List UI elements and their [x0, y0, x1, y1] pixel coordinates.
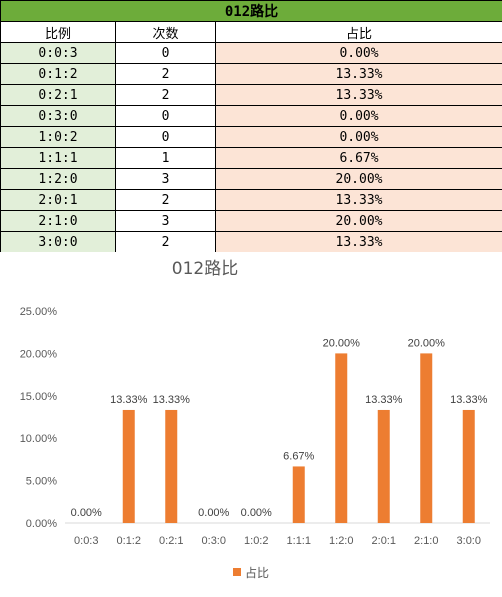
data-label: 13.33% [365, 394, 403, 406]
chart-title: 012路比 [172, 259, 238, 279]
cell-percent: 13.33% [214, 189, 502, 211]
bars [122, 353, 475, 523]
cell-percent: 13.33% [214, 84, 502, 106]
x-tick-label: 2:1:0 [414, 535, 438, 547]
data-label: 0.00% [198, 507, 229, 519]
y-tick-label: 25.00% [20, 306, 58, 318]
table-row: 1:0:2 0 0.00% [0, 126, 502, 148]
x-tick-label: 0:1:2 [117, 535, 141, 547]
y-tick-label: 5.00% [26, 476, 57, 488]
cell-ratio: 0:1:2 [0, 63, 116, 85]
bar [292, 466, 305, 523]
bar [420, 353, 433, 523]
cell-count: 0 [115, 42, 216, 64]
data-label: 0.00% [71, 507, 102, 519]
data-table: 012路比 比例 次数 占比 0:0:3 0 0.00% 0:1:2 2 13.33% 0:… [0, 0, 502, 253]
table-row: 0:3:0 0 0.00% [0, 105, 502, 127]
y-tick-label: 15.00% [20, 391, 58, 403]
header-percent: 占比 [214, 21, 502, 43]
bar [462, 409, 475, 523]
cell-ratio: 1:1:1 [0, 147, 116, 169]
data-label: 13.33% [450, 394, 488, 406]
cell-ratio: 2:0:1 [0, 189, 116, 211]
bar [335, 353, 348, 523]
x-tick-label: 0:0:3 [74, 535, 98, 547]
x-tick-label: 1:2:0 [329, 535, 353, 547]
cell-ratio: 2:1:0 [0, 210, 116, 232]
cell-ratio: 1:0:2 [0, 126, 116, 148]
cell-percent: 0.00% [214, 126, 502, 148]
bar [377, 409, 390, 523]
cell-count: 3 [115, 168, 216, 190]
cell-ratio: 0:0:3 [0, 42, 116, 64]
y-tick-label: 20.00% [20, 348, 58, 360]
bar-chart: 012路比 0.00% 5.00% 10.00% 15.00% 20.00% 25.00%… [0, 252, 502, 597]
data-label: 6.67% [283, 450, 314, 462]
data-label: 13.33% [153, 394, 191, 406]
cell-count: 2 [115, 63, 216, 85]
data-labels: 0.00% 13.33% 13.33% 0.00% 0.00% 6.67% 20.00% 13… [71, 337, 488, 519]
table-row: 0:2:1 2 13.33% [0, 84, 502, 106]
table-row: 2:1:0 3 20.00% [0, 210, 502, 232]
cell-percent: 13.33% [214, 63, 502, 85]
cell-count: 2 [115, 231, 216, 253]
cell-percent: 0.00% [214, 105, 502, 127]
data-label: 20.00% [408, 337, 446, 349]
bar [122, 409, 135, 523]
cell-percent: 20.00% [214, 168, 502, 190]
data-label: 20.00% [323, 337, 361, 349]
header-ratio: 比例 [0, 21, 116, 43]
chart-svg: 012路比 0.00% 5.00% 10.00% 15.00% 20.00% 25.00%… [20, 259, 490, 580]
y-axis: 0.00% 5.00% 10.00% 15.00% 20.00% 25.00% [20, 306, 58, 530]
y-tick-label: 10.00% [20, 433, 58, 445]
data-label: 13.33% [110, 394, 148, 406]
header-row: 比例 次数 占比 [0, 21, 502, 43]
table-row: 1:2:0 3 20.00% [0, 168, 502, 190]
cell-count: 2 [115, 84, 216, 106]
cell-ratio: 1:2:0 [0, 168, 116, 190]
cell-percent: 20.00% [214, 210, 502, 232]
bar [165, 409, 178, 523]
x-tick-label: 0:2:1 [159, 535, 183, 547]
y-tick-label: 0.00% [26, 518, 57, 530]
legend-label: 占比 [245, 565, 269, 580]
cell-ratio: 3:0:0 [0, 231, 116, 253]
x-tick-label: 2:0:1 [372, 535, 396, 547]
table-row: 1:1:1 1 6.67% [0, 147, 502, 169]
x-tick-label: 0:3:0 [202, 535, 226, 547]
table-row: 0:0:3 0 0.00% [0, 42, 502, 64]
cell-ratio: 0:3:0 [0, 105, 116, 127]
table-title: 012路比 [0, 0, 502, 22]
data-label: 0.00% [241, 507, 272, 519]
table-row: 3:0:0 2 13.33% [0, 231, 502, 253]
cell-count: 3 [115, 210, 216, 232]
cell-percent: 0.00% [214, 42, 502, 64]
cell-count: 1 [115, 147, 216, 169]
cell-ratio: 0:2:1 [0, 84, 116, 106]
legend: 占比 [233, 565, 269, 580]
table-row: 0:1:2 2 13.33% [0, 63, 502, 85]
x-tick-label: 1:1:1 [287, 535, 311, 547]
cell-count: 0 [115, 126, 216, 148]
cell-count: 0 [115, 105, 216, 127]
legend-swatch [233, 568, 241, 576]
table-row: 2:0:1 2 13.33% [0, 189, 502, 211]
cell-percent: 13.33% [214, 231, 502, 253]
x-tick-label: 1:0:2 [244, 535, 268, 547]
cell-percent: 6.67% [214, 147, 502, 169]
cell-count: 2 [115, 189, 216, 211]
header-count: 次数 [115, 21, 216, 43]
x-tick-label: 3:0:0 [457, 535, 481, 547]
x-axis: 0:0:3 0:1:2 0:2:1 0:3:0 1:0:2 1:1:1 1:2:0 2:0:1… [74, 535, 481, 547]
